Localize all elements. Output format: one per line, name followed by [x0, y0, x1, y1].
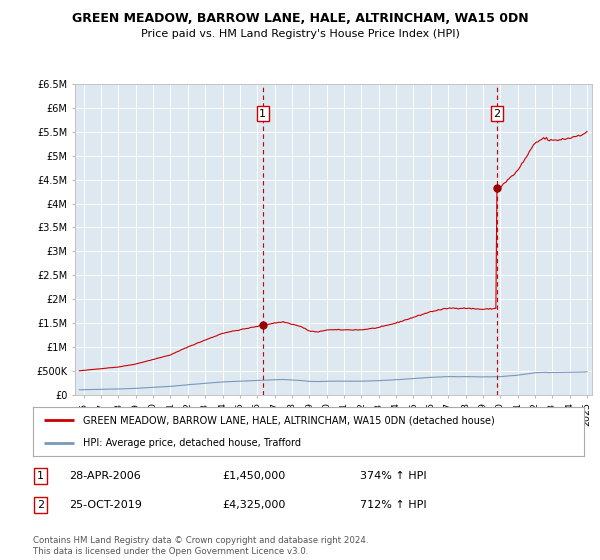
Text: GREEN MEADOW, BARROW LANE, HALE, ALTRINCHAM, WA15 0DN (detached house): GREEN MEADOW, BARROW LANE, HALE, ALTRINC…: [83, 416, 494, 426]
Text: 712% ↑ HPI: 712% ↑ HPI: [360, 500, 427, 510]
Text: GREEN MEADOW, BARROW LANE, HALE, ALTRINCHAM, WA15 0DN: GREEN MEADOW, BARROW LANE, HALE, ALTRINC…: [71, 12, 529, 25]
Text: 25-OCT-2019: 25-OCT-2019: [69, 500, 142, 510]
Text: £4,325,000: £4,325,000: [222, 500, 286, 510]
Text: Price paid vs. HM Land Registry's House Price Index (HPI): Price paid vs. HM Land Registry's House …: [140, 29, 460, 39]
Text: 374% ↑ HPI: 374% ↑ HPI: [360, 471, 427, 481]
Text: Contains HM Land Registry data © Crown copyright and database right 2024.
This d: Contains HM Land Registry data © Crown c…: [33, 536, 368, 556]
Text: HPI: Average price, detached house, Trafford: HPI: Average price, detached house, Traf…: [83, 438, 301, 448]
Text: 1: 1: [37, 471, 44, 481]
Text: £1,450,000: £1,450,000: [222, 471, 285, 481]
Text: 2: 2: [493, 109, 500, 119]
Text: 1: 1: [259, 109, 266, 119]
Text: 28-APR-2006: 28-APR-2006: [69, 471, 141, 481]
Text: 2: 2: [37, 500, 44, 510]
